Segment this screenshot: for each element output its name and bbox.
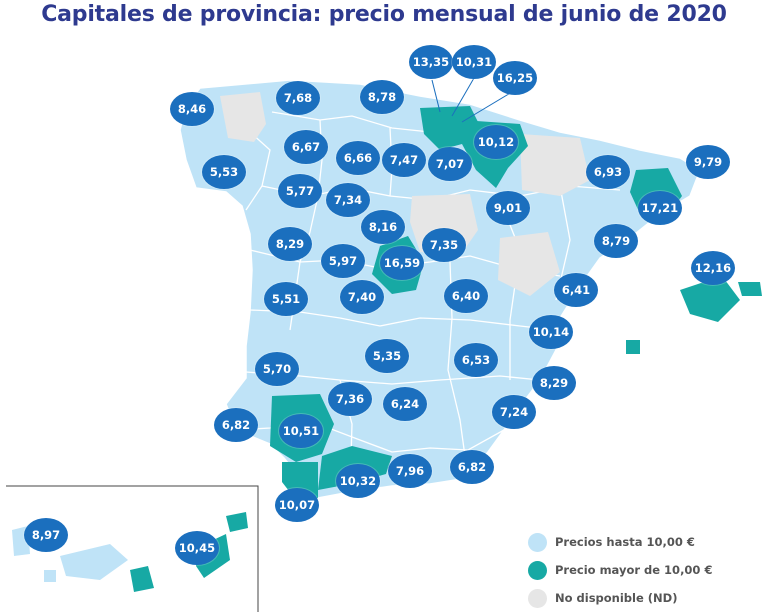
badge-burgos: 7,47 [382, 143, 426, 177]
badge-lugo: 6,67 [284, 130, 328, 164]
badge-sevilla: 10,51 [279, 414, 323, 448]
badge-lleida: 6,93 [586, 155, 630, 189]
legend-label: Precios hasta 10,00 € [555, 535, 695, 549]
badge-cordoba: 7,36 [328, 382, 372, 416]
legend-swatch-under10 [528, 532, 547, 552]
badge-huelva: 6,82 [214, 408, 258, 442]
badge-badajoz: 5,70 [255, 352, 299, 386]
legend-swatch-over10 [528, 560, 547, 580]
badge-larioja: 7,07 [428, 147, 472, 181]
badge-jaen: 6,24 [383, 387, 427, 421]
nd-teruel [498, 232, 560, 296]
badge-navarra: 10,12 [474, 125, 518, 159]
badge-salamanca: 8,29 [268, 227, 312, 261]
badge-zamora: 5,77 [278, 174, 322, 208]
badge-alicante: 8,29 [532, 366, 576, 400]
canarias-lanzarote [226, 512, 248, 532]
canarias-gomera [44, 570, 56, 582]
badge-valladolid: 7,34 [326, 183, 370, 217]
baleares-ibiza [626, 340, 640, 354]
legend-item: Precio mayor de 10,00 € [528, 556, 712, 584]
badge-ciudadreal: 5,35 [365, 339, 409, 373]
badge-laspalmas: 10,45 [175, 531, 219, 565]
canarias-frame [6, 485, 259, 612]
canarias-grancanaria [130, 566, 154, 592]
badge-tarragona: 8,79 [594, 224, 638, 258]
badge-baleares: 12,16 [691, 251, 735, 285]
badge-cadiz: 10,07 [275, 488, 319, 522]
legend-item: Precios hasta 10,00 € [528, 528, 712, 556]
legend-label: Precio mayor de 10,00 € [555, 563, 713, 577]
map-title: Capitales de provincia: precio mensual d… [41, 2, 727, 27]
badge-valencia: 10,14 [529, 315, 573, 349]
legend: Precios hasta 10,00 € Precio mayor de 10… [528, 528, 712, 612]
badge-almeria: 6,82 [450, 450, 494, 484]
badge-zaragoza: 9,01 [486, 191, 530, 225]
baleares-menorca [738, 282, 762, 296]
badge-asturias: 7,68 [276, 81, 320, 115]
badge-toledo: 7,40 [340, 280, 384, 314]
badge-cantabria: 8,78 [360, 80, 404, 114]
badge-bizkaia: 13,35 [409, 45, 453, 79]
badge-granada: 7,96 [388, 454, 432, 488]
badge-tenerife: 8,97 [24, 518, 68, 552]
badge-palencia: 6,66 [336, 141, 380, 175]
badge-malaga: 10,32 [336, 464, 380, 498]
badge-alava: 16,25 [493, 61, 537, 95]
baleares-mallorca [680, 276, 740, 322]
badge-pontevedra: 5,53 [202, 155, 246, 189]
nd-galicia-ourense [220, 92, 266, 142]
legend-item: No disponible (ND) [528, 584, 712, 612]
badge-madrid: 16,59 [380, 246, 424, 280]
legend-swatch-nd [528, 588, 547, 608]
badge-segovia: 8,16 [361, 210, 405, 244]
badge-barcelona: 17,21 [638, 191, 682, 225]
badge-albacete: 6,53 [454, 343, 498, 377]
nd-huesca [520, 134, 590, 196]
badge-avila: 5,97 [321, 244, 365, 278]
badge-girona: 9,79 [686, 145, 730, 179]
badge-guadalajara: 7,35 [422, 228, 466, 262]
badge-murcia: 7,24 [492, 395, 536, 429]
badge-gipuzkoa: 10,31 [452, 45, 496, 79]
badge-castellon: 6,41 [554, 273, 598, 307]
badge-coruna: 8,46 [170, 92, 214, 126]
legend-label: No disponible (ND) [555, 591, 678, 605]
badge-caceres: 5,51 [264, 282, 308, 316]
badge-cuenca: 6,40 [444, 279, 488, 313]
canarias-tenerife [60, 544, 128, 580]
